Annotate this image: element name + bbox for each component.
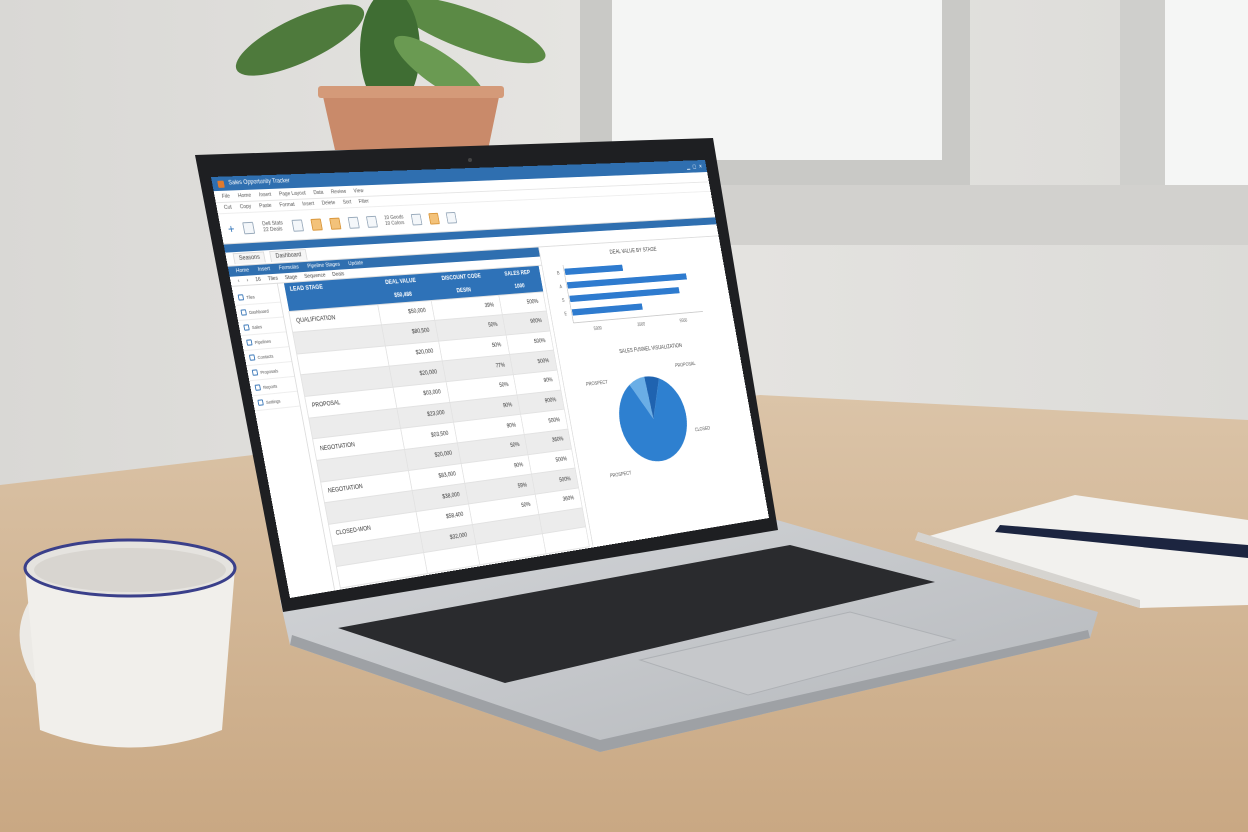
sidebar-icon <box>255 384 261 391</box>
pie-label: PROSPECT <box>586 380 609 388</box>
tool-paste[interactable]: Paste <box>259 203 273 210</box>
bar <box>564 265 623 275</box>
chart-icon[interactable] <box>329 217 341 229</box>
pie-chart: PROSPECT PROPOSAL CLOSED PROSPECT <box>568 350 735 491</box>
sidebar-label: Proposals <box>260 368 279 375</box>
sidebar-icon <box>257 399 263 406</box>
sidebar-label: Contacts <box>257 353 274 359</box>
menu-review[interactable]: Review <box>330 188 346 194</box>
tool-filter[interactable]: Filter <box>358 199 369 205</box>
bar-category-label: B <box>557 271 561 277</box>
pie-label: PROPOSAL <box>675 361 696 368</box>
crumb[interactable]: 16 <box>255 276 262 282</box>
tab-dashboard[interactable]: Dashboard <box>269 249 307 262</box>
sidebar-icon <box>240 309 247 315</box>
close-icon[interactable]: ✕ <box>698 163 702 169</box>
pie-label: PROSPECT <box>610 471 633 479</box>
crumb[interactable]: Tiles <box>267 275 278 282</box>
function-icon[interactable] <box>446 211 457 223</box>
coffee-mug <box>20 540 235 748</box>
webcam <box>468 158 472 162</box>
sidebar-icon <box>243 324 249 330</box>
subtab[interactable]: Update <box>348 260 364 267</box>
sidebar-item[interactable]: Settings <box>252 392 300 412</box>
sidebar-label: Pipelines <box>254 338 271 344</box>
crumb[interactable]: Stage <box>284 274 298 281</box>
sidebar-label: Dashboard <box>249 308 269 314</box>
sidebar-label: Sales <box>251 324 262 330</box>
bar <box>572 303 643 315</box>
crumb[interactable]: Deals <box>332 271 345 278</box>
menu-data[interactable]: Data <box>313 189 324 195</box>
subtab[interactable]: Pipeline Stages <box>307 262 341 270</box>
menu-file[interactable]: File <box>221 193 230 199</box>
pipeline-table: LEAD STAGE DEAL VALUE DISCOUNT CODE SALE… <box>283 266 590 589</box>
sidebar-icon <box>246 339 252 345</box>
x-tick-label: 5500 <box>679 318 688 324</box>
menu-insert[interactable]: Insert <box>258 191 271 197</box>
tool-insert[interactable]: Insert <box>302 201 315 207</box>
bar-category-label: A <box>559 284 563 290</box>
app-title: Sales Opportunity Tracker <box>228 178 290 186</box>
bar <box>567 273 687 288</box>
ribbon-label: 22 Deals <box>263 226 285 233</box>
ribbon-label: 10 Colors <box>385 220 405 227</box>
subtab[interactable]: Insert <box>257 266 270 273</box>
maximize-icon[interactable]: ▢ <box>692 163 697 169</box>
forward-icon[interactable]: › <box>246 277 249 283</box>
sidebar-icon <box>249 354 255 360</box>
tab-seasons[interactable]: Seasons <box>233 251 267 264</box>
tool-sort[interactable]: Sort <box>342 199 352 205</box>
app-icon <box>217 180 225 187</box>
subtab[interactable]: Formulas <box>278 264 299 271</box>
crumb[interactable]: Sequence <box>304 272 326 279</box>
menu-page-layout[interactable]: Page Layout <box>278 190 306 197</box>
sidebar-label: Settings <box>265 398 280 404</box>
tool-copy[interactable]: Copy <box>239 204 252 211</box>
x-tick-label: 3500 <box>637 322 646 328</box>
minimize-icon[interactable]: ▁ <box>686 164 690 170</box>
subtab[interactable]: Home <box>235 267 249 274</box>
menu-view[interactable]: View <box>353 188 364 194</box>
bar <box>569 287 679 302</box>
sidebar-label: Tiles <box>246 294 255 300</box>
table-icon[interactable] <box>365 215 377 227</box>
sidebar-icon <box>252 369 258 376</box>
menu-home[interactable]: Home <box>237 192 251 199</box>
sidebar-icon <box>238 294 245 300</box>
bar-chart: B A S E 5000 3500 5500 <box>549 254 708 337</box>
folder-icon[interactable] <box>310 218 322 230</box>
grid-icon[interactable] <box>242 221 255 234</box>
tool-format[interactable]: Format <box>279 202 295 209</box>
plus-icon[interactable]: + <box>227 221 236 235</box>
tool-cut[interactable]: Cut <box>224 205 233 211</box>
tool-delete[interactable]: Delete <box>321 200 336 206</box>
pie-label: CLOSED <box>695 426 711 433</box>
ribbon-group-2: 10 Goods 10 Colors <box>384 214 405 226</box>
back-icon[interactable]: ‹ <box>237 278 240 284</box>
x-tick-label: 5000 <box>593 326 602 332</box>
document-icon[interactable] <box>291 219 304 231</box>
paint-icon[interactable] <box>347 216 359 228</box>
bar-category-label: S <box>562 298 566 304</box>
format-icon[interactable] <box>411 213 423 225</box>
ribbon-group-1: Dell Stats 22 Deals <box>262 220 285 233</box>
bar-category-label: E <box>564 312 568 318</box>
sidebar-label: Reports <box>263 383 278 389</box>
color-icon[interactable] <box>429 212 441 224</box>
